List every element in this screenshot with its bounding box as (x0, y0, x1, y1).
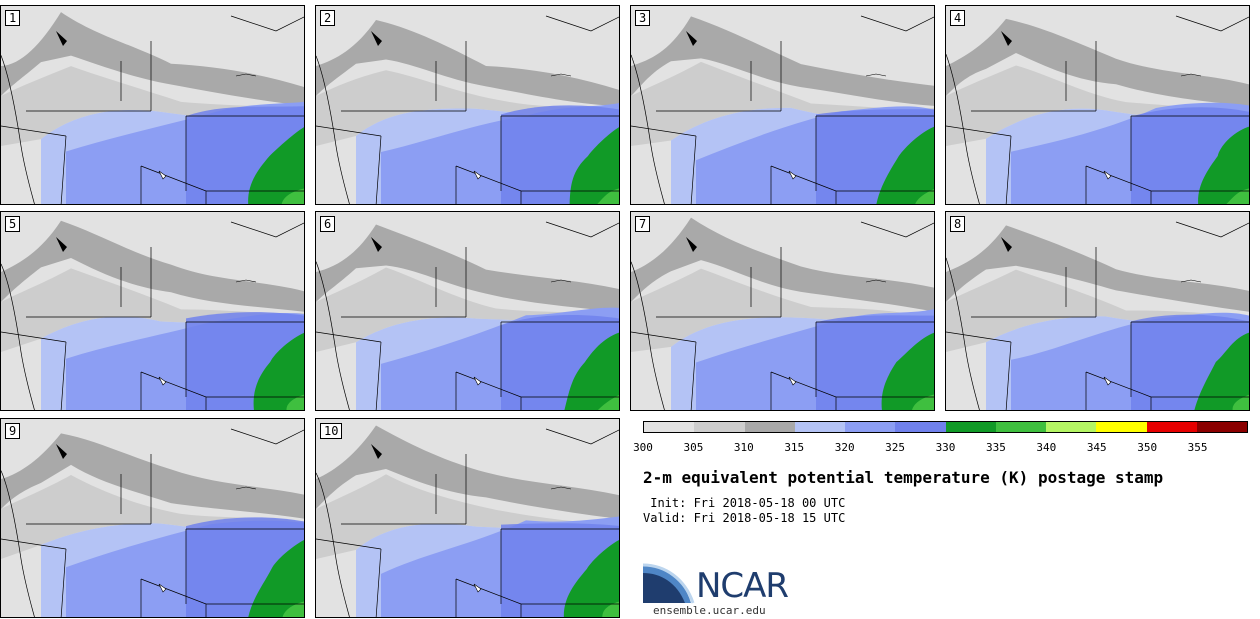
panel-number: 6 (320, 216, 336, 232)
map-image (946, 6, 1249, 204)
map-image (1, 6, 304, 204)
colorbar-tick-label: 320 (834, 441, 855, 454)
ensemble-member-panel: 8 (945, 211, 1250, 411)
colorbar-tick-label: 330 (935, 441, 956, 454)
ensemble-member-panel: 4 (945, 5, 1250, 205)
colorbar-tick-label: 325 (885, 441, 906, 454)
logo-wordmark: NCAR (696, 566, 789, 606)
panel-number: 3 (635, 10, 651, 26)
colorbar-segment (1046, 422, 1097, 432)
map-image (1, 212, 304, 410)
ensemble-member-panel: 6 (315, 211, 620, 411)
colorbar-tick-label: 300 (633, 441, 653, 454)
panel-number: 2 (320, 10, 336, 26)
map-image (631, 212, 934, 410)
ensemble-member-panel: 10 (315, 418, 620, 618)
panel-number: 4 (950, 10, 966, 26)
colorbar-segment (1196, 422, 1247, 432)
colorbar-segment (694, 422, 745, 432)
ensemble-member-panel: 7 (630, 211, 935, 411)
colorbar-tick-label: 335 (985, 441, 1006, 454)
map-image (1, 419, 304, 617)
panel-number: 10 (320, 423, 343, 439)
colorbar-segment (845, 422, 896, 432)
init-time: Init: Fri 2018-05-18 00 UTC (643, 496, 846, 510)
ensemble-member-panel: 9 (0, 418, 305, 618)
panel-number: 5 (5, 216, 21, 232)
map-image (631, 6, 934, 204)
colorbar-segment (945, 422, 996, 432)
map-image (316, 419, 619, 617)
colorbar-segment (995, 422, 1046, 432)
map-image (316, 6, 619, 204)
colorbar-segment (794, 422, 845, 432)
panel-number: 8 (950, 216, 966, 232)
valid-time: Valid: Fri 2018-05-18 15 UTC (643, 511, 846, 525)
panel-number: 7 (635, 216, 651, 232)
colorbar-segment (744, 422, 795, 432)
map-image (316, 212, 619, 410)
colorbar (643, 421, 1248, 433)
ncar-logo-icon (643, 563, 695, 604)
colorbar-segment (644, 422, 695, 432)
colorbar-segment (1146, 422, 1197, 432)
ensemble-member-panel: 3 (630, 5, 935, 205)
logo-url: ensemble.ucar.edu (653, 604, 766, 617)
colorbar-segment (1096, 422, 1147, 432)
colorbar-tick-label: 355 (1187, 441, 1208, 454)
colorbar-tick-label: 315 (784, 441, 805, 454)
colorbar-tick-label: 350 (1137, 441, 1158, 454)
ensemble-member-panel: 1 (0, 5, 305, 205)
colorbar-tick-label: 340 (1036, 441, 1057, 454)
ensemble-member-panel: 5 (0, 211, 305, 411)
colorbar-tick-label: 345 (1086, 441, 1107, 454)
colorbar-tick-label: 310 (733, 441, 754, 454)
chart-title: 2-m equivalent potential temperature (K)… (643, 468, 1164, 487)
panel-number: 9 (5, 423, 21, 439)
colorbar-segment (895, 422, 946, 432)
colorbar-tick-label: 305 (683, 441, 704, 454)
ensemble-member-panel: 2 (315, 5, 620, 205)
map-image (946, 212, 1249, 410)
panel-number: 1 (5, 10, 21, 26)
